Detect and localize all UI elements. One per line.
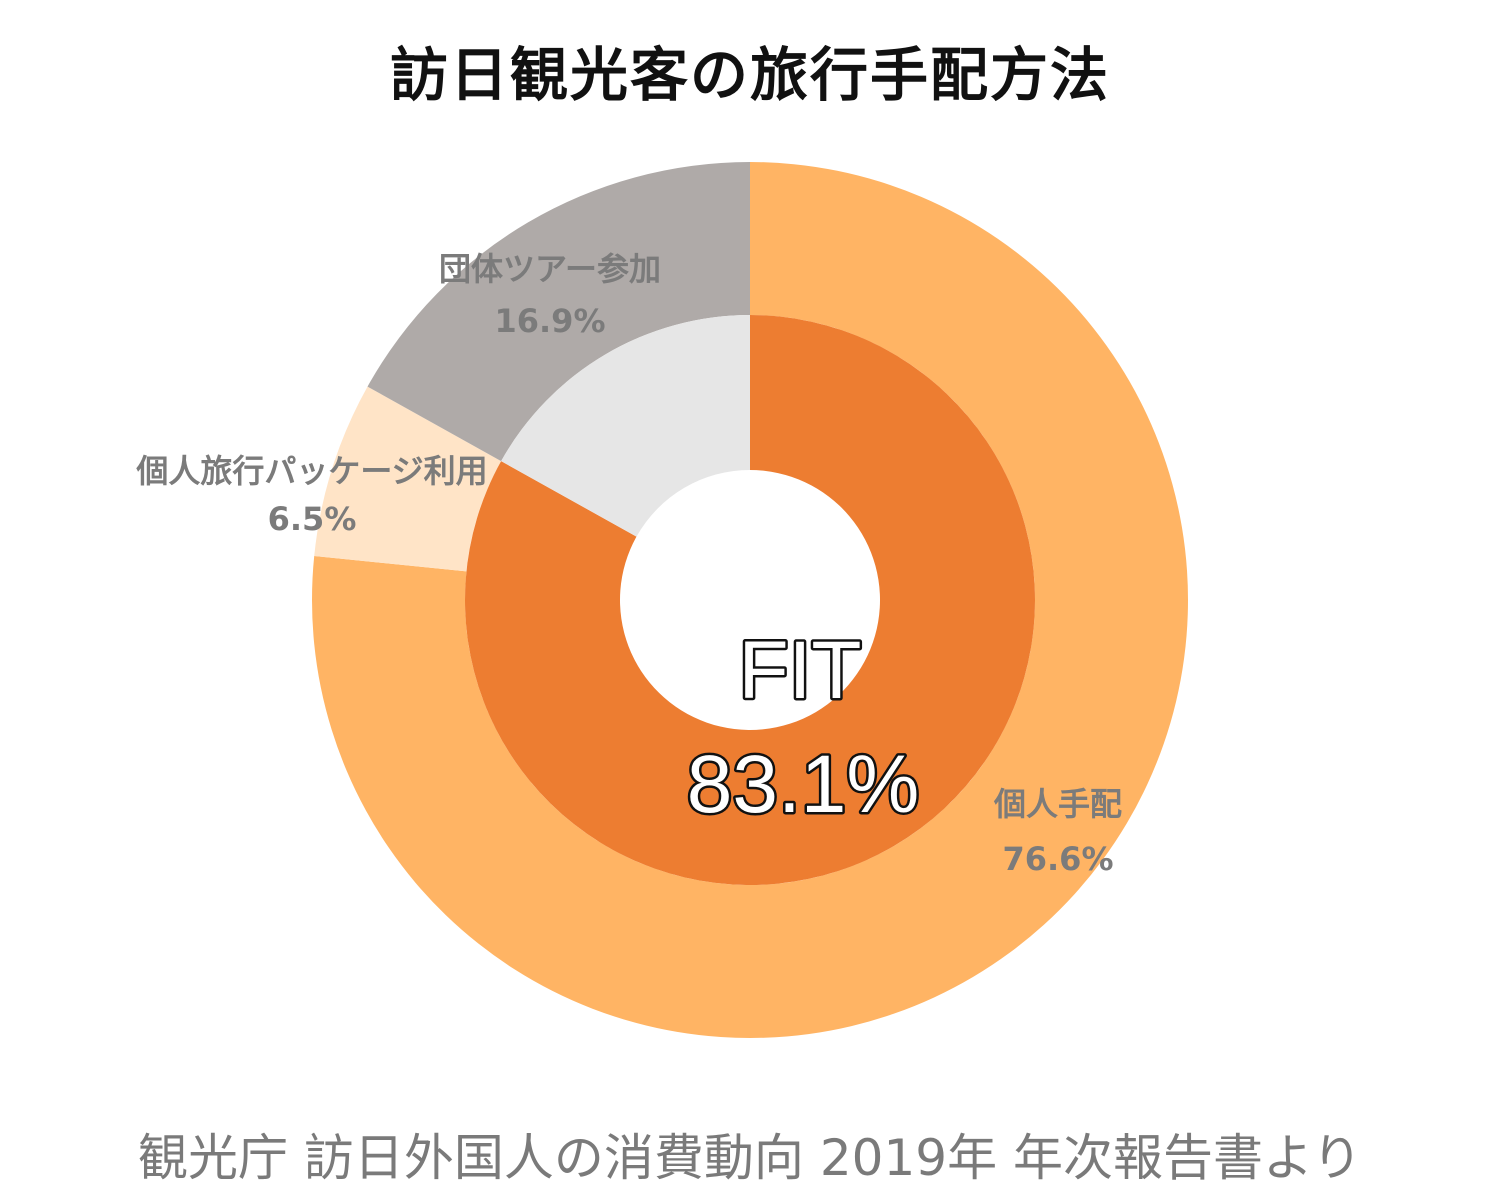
center-label-name: FIT [739,625,862,716]
outer-slice-1 [314,386,502,572]
outer-label-name-2: 団体ツアー参加 [439,250,661,288]
outer-label-name-1: 個人旅行パッケージ利用 [135,452,487,490]
inner-ring [465,315,1035,885]
chart-title: 訪日観光客の旅行手配方法 [389,41,1110,109]
outer-slice-2 [367,162,750,462]
center-label-value: 83.1% [687,739,920,830]
outer-label-value-2: 16.9% [494,302,605,340]
source-note: 観光庁 訪日外国人の消費動向 2019年 年次報告書より [138,1129,1362,1187]
outer-label-value-1: 6.5% [268,500,357,538]
outer-label-value-0: 76.6% [1002,840,1113,878]
outer-ring [312,162,1189,1039]
inner-slice-0 [465,315,1035,885]
inner-slice-1 [501,315,750,537]
outer-labels: 個人手配 76.6% 個人旅行パッケージ利用 6.5% 団体ツアー参加 16.9% [135,250,1122,878]
center-labels: FIT 83.1% [684,623,922,833]
outer-slice-0 [312,162,1189,1039]
outer-label-name-0: 個人手配 [993,785,1122,823]
